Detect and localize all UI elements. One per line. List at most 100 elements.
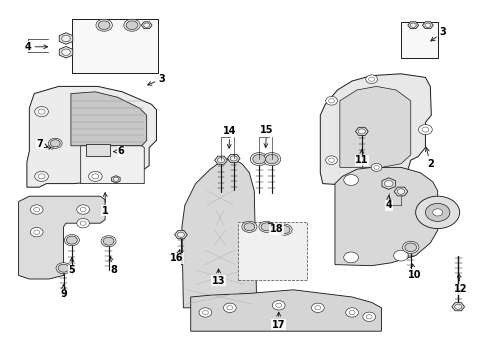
Circle shape bbox=[358, 129, 365, 134]
Circle shape bbox=[279, 226, 289, 234]
Circle shape bbox=[404, 243, 416, 252]
Bar bbox=[238, 222, 306, 280]
Text: 3: 3 bbox=[430, 27, 445, 41]
Polygon shape bbox=[85, 144, 110, 156]
Polygon shape bbox=[141, 22, 152, 29]
Text: 3: 3 bbox=[147, 74, 164, 85]
Circle shape bbox=[34, 207, 40, 212]
Circle shape bbox=[314, 306, 320, 310]
Circle shape bbox=[226, 306, 232, 310]
Text: 16: 16 bbox=[170, 250, 183, 263]
Text: 2: 2 bbox=[425, 148, 433, 169]
Polygon shape bbox=[320, 74, 430, 186]
Polygon shape bbox=[71, 92, 146, 146]
Circle shape bbox=[396, 189, 404, 194]
Circle shape bbox=[348, 310, 354, 315]
Circle shape bbox=[38, 109, 45, 114]
Circle shape bbox=[328, 99, 334, 103]
Polygon shape bbox=[111, 176, 120, 183]
Circle shape bbox=[242, 221, 256, 232]
Polygon shape bbox=[355, 127, 367, 135]
Circle shape bbox=[35, 107, 48, 117]
Circle shape bbox=[252, 154, 265, 164]
Text: 5: 5 bbox=[68, 257, 75, 275]
Circle shape bbox=[263, 153, 280, 166]
Circle shape bbox=[424, 23, 430, 27]
Circle shape bbox=[250, 153, 267, 166]
Circle shape bbox=[88, 171, 102, 181]
Circle shape bbox=[177, 232, 184, 237]
Polygon shape bbox=[339, 86, 410, 167]
Circle shape bbox=[202, 310, 208, 315]
Text: 4: 4 bbox=[385, 195, 391, 210]
Circle shape bbox=[98, 21, 110, 30]
Text: 13: 13 bbox=[211, 269, 225, 286]
Circle shape bbox=[384, 180, 392, 187]
Circle shape bbox=[126, 21, 138, 30]
Polygon shape bbox=[59, 46, 73, 58]
Circle shape bbox=[373, 165, 379, 169]
Text: 1: 1 bbox=[102, 193, 108, 216]
Circle shape bbox=[30, 205, 43, 214]
Circle shape bbox=[259, 221, 273, 232]
Text: 10: 10 bbox=[407, 264, 421, 280]
Circle shape bbox=[343, 175, 358, 185]
Circle shape bbox=[217, 158, 224, 163]
Circle shape bbox=[143, 23, 149, 27]
Circle shape bbox=[368, 77, 374, 81]
Circle shape bbox=[362, 312, 375, 321]
Polygon shape bbox=[174, 231, 187, 239]
Circle shape bbox=[35, 171, 48, 181]
Text: 11: 11 bbox=[354, 149, 368, 165]
Text: 17: 17 bbox=[271, 312, 285, 330]
Circle shape bbox=[123, 19, 140, 31]
Circle shape bbox=[432, 209, 442, 216]
Text: 14: 14 bbox=[223, 126, 236, 148]
Circle shape bbox=[418, 125, 431, 135]
Circle shape bbox=[415, 196, 459, 229]
Circle shape bbox=[454, 304, 461, 309]
Text: 15: 15 bbox=[259, 125, 273, 148]
Bar bbox=[72, 19, 158, 73]
Text: 18: 18 bbox=[268, 223, 283, 234]
Polygon shape bbox=[190, 290, 381, 331]
Circle shape bbox=[343, 252, 358, 263]
Polygon shape bbox=[59, 33, 73, 44]
Circle shape bbox=[48, 138, 62, 148]
Circle shape bbox=[402, 241, 418, 253]
Circle shape bbox=[58, 264, 69, 272]
Circle shape bbox=[223, 303, 236, 312]
Circle shape bbox=[370, 163, 381, 171]
Circle shape bbox=[425, 203, 449, 221]
Circle shape bbox=[103, 237, 114, 245]
Polygon shape bbox=[393, 187, 407, 196]
Text: 12: 12 bbox=[453, 274, 467, 294]
Circle shape bbox=[393, 250, 407, 261]
Text: 8: 8 bbox=[109, 256, 117, 275]
Circle shape bbox=[34, 230, 40, 234]
Circle shape bbox=[265, 154, 278, 164]
Circle shape bbox=[80, 207, 86, 212]
Bar bbox=[400, 22, 437, 58]
Polygon shape bbox=[422, 22, 432, 29]
Polygon shape bbox=[381, 178, 395, 189]
Circle shape bbox=[61, 35, 70, 42]
Circle shape bbox=[366, 315, 371, 319]
Polygon shape bbox=[182, 158, 256, 308]
Polygon shape bbox=[407, 22, 418, 29]
Circle shape bbox=[272, 301, 285, 310]
Circle shape bbox=[199, 308, 211, 317]
Circle shape bbox=[275, 303, 281, 307]
Circle shape bbox=[77, 205, 89, 214]
Circle shape bbox=[64, 235, 79, 246]
Polygon shape bbox=[81, 146, 144, 184]
Circle shape bbox=[244, 223, 254, 231]
Circle shape bbox=[96, 19, 112, 31]
Circle shape bbox=[92, 174, 99, 179]
Circle shape bbox=[30, 228, 43, 237]
Circle shape bbox=[325, 96, 337, 105]
Circle shape bbox=[328, 158, 334, 162]
Polygon shape bbox=[227, 154, 240, 162]
Circle shape bbox=[77, 219, 89, 228]
Polygon shape bbox=[334, 167, 437, 266]
